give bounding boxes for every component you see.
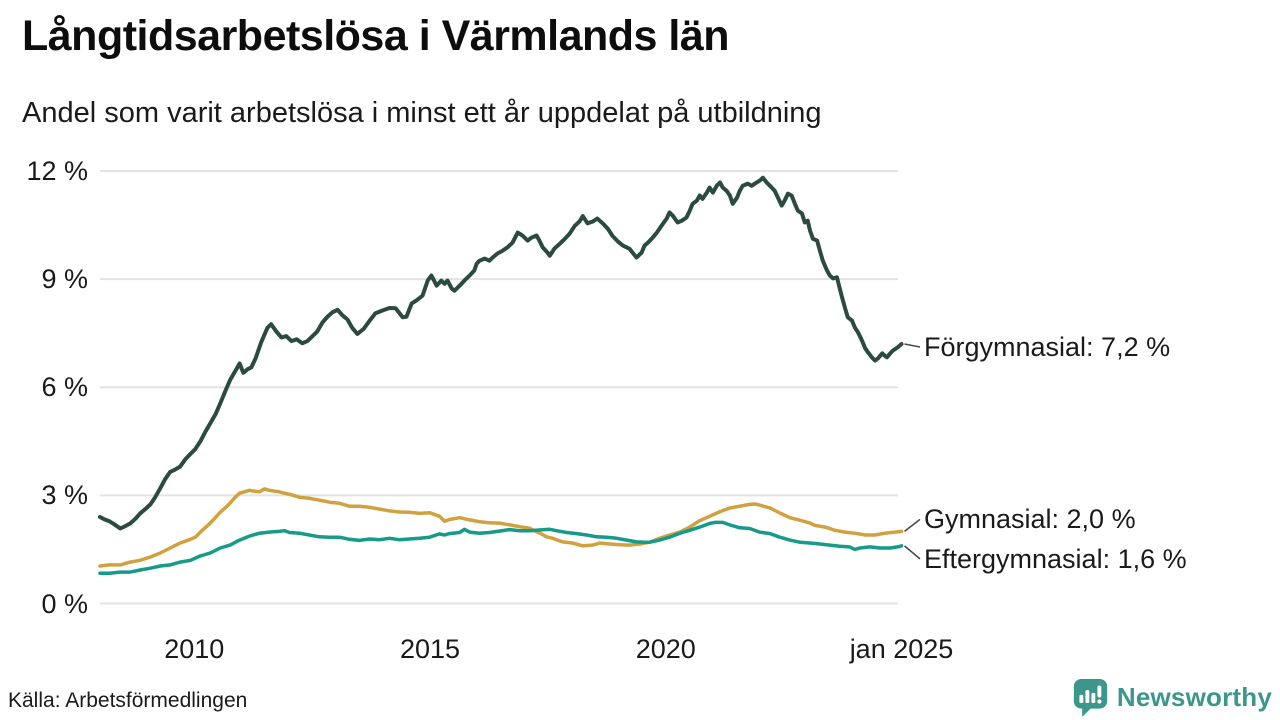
newsworthy-wordmark: Newsworthy (1116, 682, 1272, 712)
chart-title: Långtidsarbetslösa i Värmlands län (22, 12, 730, 60)
y-tick-label: 6 % (41, 372, 88, 403)
x-tick-label: 2010 (164, 634, 225, 664)
label-connector (904, 518, 921, 533)
label-connector (903, 545, 921, 560)
series-label-gymnasial: Gymnasial: 2,0 % (924, 504, 1136, 535)
series-label-forgymnasial: Förgymnasial: 7,2 % (924, 332, 1171, 362)
series-line-förgymnasial (98, 175, 904, 531)
x-tick-label: 2015 (399, 634, 461, 664)
chart-subtitle: Andel som varit arbetslösa i minst ett å… (22, 97, 822, 129)
label-connector (904, 343, 921, 348)
y-tick-label: 12 % (26, 156, 88, 186)
source-note: Källa: Arbetsförmedlingen (8, 689, 248, 712)
x-tick-label: jan 2025 (849, 634, 954, 664)
series-label-eftergymnasial: Eftergymnasial: 1,6 % (924, 543, 1187, 574)
y-tick-label: 9 % (41, 264, 88, 295)
y-tick-label: 0 % (41, 588, 88, 619)
y-tick-label: 3 % (41, 480, 88, 511)
series-line-gymnasial (98, 487, 904, 568)
newsworthy-branding: Newsworthy (1072, 677, 1272, 718)
series-line-eftergymnasial (98, 520, 904, 575)
x-tick-label: 2020 (635, 634, 696, 664)
bar-chart-speech-bubble-icon (1072, 677, 1109, 718)
